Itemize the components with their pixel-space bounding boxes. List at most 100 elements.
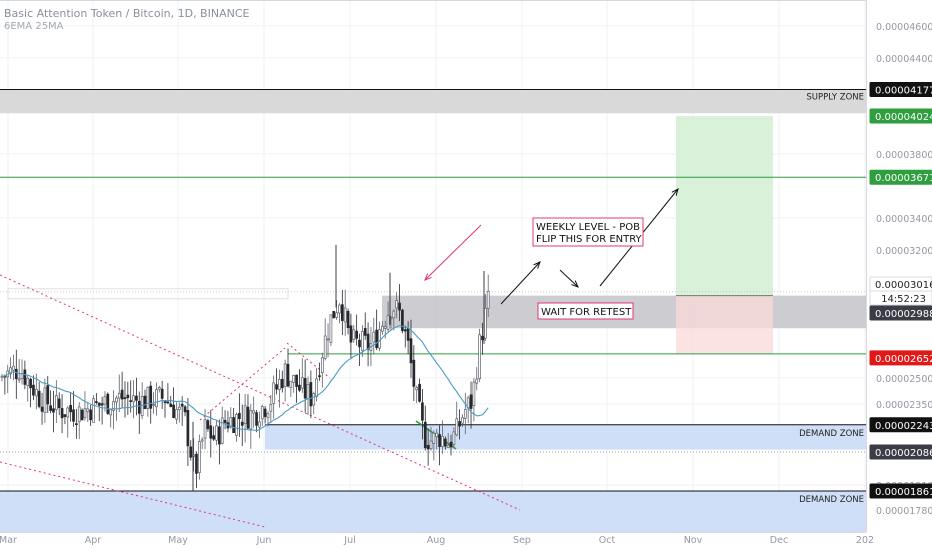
candle-body xyxy=(361,331,364,351)
candle xyxy=(429,426,433,451)
candle-body xyxy=(292,375,296,383)
candle-body xyxy=(320,357,324,373)
candle xyxy=(326,323,330,358)
annotation-box xyxy=(537,302,634,320)
candle-body xyxy=(203,419,207,439)
candle-body xyxy=(189,446,193,458)
trendline-rising xyxy=(199,347,286,421)
candle-body xyxy=(57,398,61,409)
time-axis[interactable]: Mar Apr May Jun Jul Aug Sep Oct Nov Dec 202 xyxy=(0,535,874,546)
price-axis[interactable]: 0.00004600 0.00004400 0.00003800 0.00003400… xyxy=(869,22,932,517)
candle-body xyxy=(86,408,90,413)
candle-body xyxy=(338,304,341,314)
candle xyxy=(372,317,376,355)
candle xyxy=(332,310,336,319)
candle-body xyxy=(412,359,416,387)
candle xyxy=(155,382,158,416)
candle-body xyxy=(249,410,253,430)
candle-body xyxy=(323,335,327,359)
price-tag-label: 0.00002086 xyxy=(875,448,932,459)
candle-body xyxy=(135,395,138,401)
candle-body xyxy=(186,410,190,447)
price-tag-box xyxy=(869,305,932,321)
candle xyxy=(77,402,81,440)
candle-body xyxy=(49,405,52,411)
candle-body xyxy=(175,409,178,420)
candle-body xyxy=(340,304,344,321)
price-tag-label: 0.00001861 xyxy=(875,487,932,498)
candle xyxy=(186,398,190,466)
candle-body xyxy=(106,393,110,414)
candle-body xyxy=(29,378,32,389)
candle xyxy=(49,390,52,414)
candle xyxy=(412,345,416,402)
price-tag-label: 14:52:23 xyxy=(881,294,926,305)
price-tag: 0.00003671 xyxy=(869,169,932,185)
time-tick-label: May xyxy=(168,535,188,546)
candle-body xyxy=(263,408,267,417)
candle-body xyxy=(395,300,399,309)
price-tag: 0.00004024 xyxy=(869,108,932,124)
candle xyxy=(452,427,456,448)
candle-body xyxy=(238,412,241,420)
candle-body xyxy=(461,417,464,424)
candle-body xyxy=(12,365,15,371)
arrow-head xyxy=(571,280,579,288)
candle xyxy=(160,380,164,409)
candle-body xyxy=(423,421,427,449)
candle-body xyxy=(478,334,481,380)
candle xyxy=(89,405,93,426)
pink-arrow xyxy=(424,224,482,281)
candle xyxy=(280,370,284,393)
candle-body xyxy=(123,397,127,400)
candle-body xyxy=(349,325,353,343)
candle-body xyxy=(449,441,453,448)
candle-body xyxy=(109,409,113,416)
candle-body xyxy=(332,310,336,319)
price-tick-label: 0.00003400 xyxy=(876,214,932,225)
candle xyxy=(95,393,98,405)
candle-body xyxy=(215,425,218,441)
trendline-upper xyxy=(0,274,521,511)
candle-body xyxy=(312,393,316,406)
candle xyxy=(120,371,124,408)
candle xyxy=(97,402,101,422)
annotation-text: WEEKLY LEVEL - POB xyxy=(536,222,640,233)
candle-body xyxy=(392,310,396,319)
price-tag-label: 0.00004024 xyxy=(875,112,932,123)
price-tick-label: 0.00002500 xyxy=(876,374,932,385)
candle-body xyxy=(295,374,298,387)
candle xyxy=(260,404,264,427)
arrow-head xyxy=(533,261,541,269)
candle-body xyxy=(363,327,367,336)
candle xyxy=(75,408,78,439)
candle-body xyxy=(406,328,410,341)
trendline-lower xyxy=(0,461,266,528)
ma25-line xyxy=(2,325,489,432)
candle xyxy=(212,426,215,441)
candle-body xyxy=(475,378,479,384)
candle-body xyxy=(197,441,201,473)
candle-body xyxy=(83,408,87,418)
candle-body xyxy=(149,385,153,409)
candle-body xyxy=(40,406,44,412)
candle xyxy=(177,402,181,423)
candle-body xyxy=(218,426,221,445)
candle xyxy=(335,300,338,320)
price-tag: 0.00004177 xyxy=(869,81,932,97)
candle xyxy=(249,404,253,449)
candle-body xyxy=(17,378,21,381)
candle-body xyxy=(112,401,115,411)
candle xyxy=(135,377,138,416)
candle xyxy=(86,403,90,422)
candle-body xyxy=(403,329,407,332)
candle xyxy=(432,430,436,461)
candle xyxy=(223,410,227,430)
candle xyxy=(272,375,276,419)
candle xyxy=(455,401,459,437)
candle-body xyxy=(206,420,210,430)
candle-body xyxy=(34,388,38,397)
candle xyxy=(423,405,427,451)
time-tick-label: Sep xyxy=(513,535,531,546)
